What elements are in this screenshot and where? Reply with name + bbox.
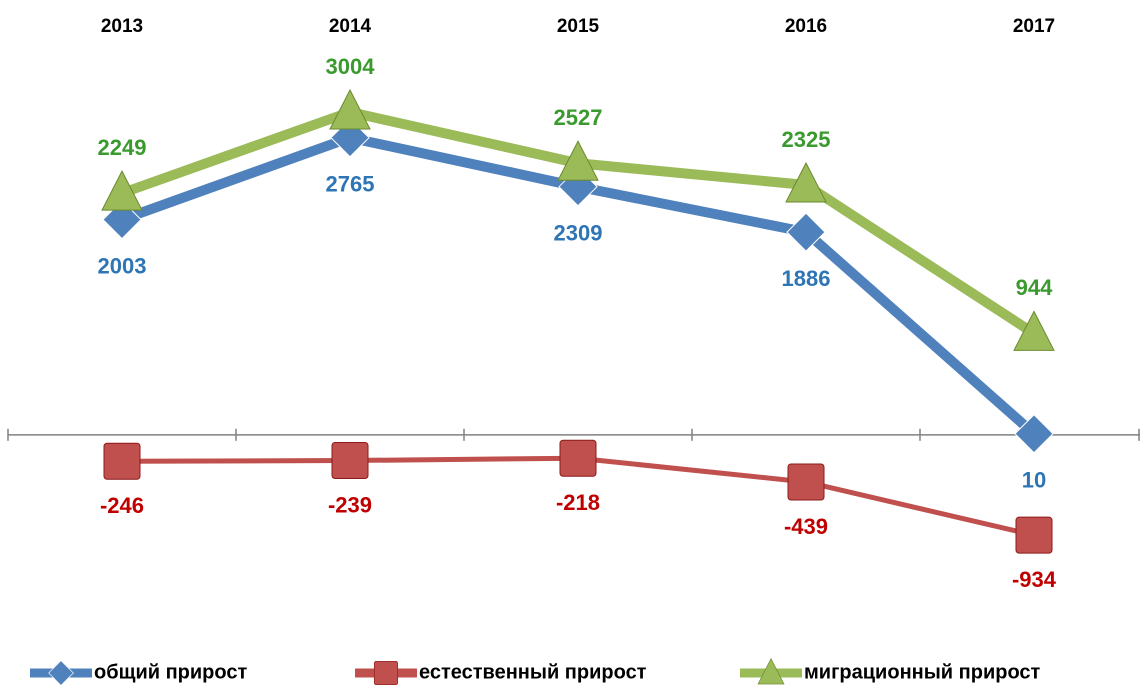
marker [373,660,399,686]
legend-label: миграционный прирост [804,661,1041,683]
data-label: 2003 [98,253,147,278]
data-label: 2325 [782,127,831,152]
data-label: 3004 [326,54,376,79]
data-label: -934 [1012,567,1057,592]
x-tick-label: 2016 [785,16,827,37]
data-label: 944 [1016,275,1053,300]
marker [557,140,599,181]
marker [101,170,143,211]
legend-item: общий прирост [30,660,247,686]
data-label: 1886 [782,266,831,291]
marker [1015,516,1053,554]
marker [330,117,370,158]
marker [785,161,827,203]
marker [559,439,597,477]
data-label: -239 [328,492,372,517]
x-tick-label: 2017 [1013,16,1055,37]
marker [48,660,74,686]
data-label: 2527 [554,105,603,130]
marker [787,463,825,501]
data-label: 2249 [98,135,147,160]
data-label: 2765 [326,172,375,197]
data-label: -439 [784,514,828,539]
legend-label: общий прирост [94,661,247,683]
marker [331,441,369,479]
data-label: -246 [100,493,144,518]
legend-label: естественный прирост [419,661,647,683]
x-tick-label: 2014 [329,16,372,37]
marker [786,212,826,252]
marker [103,442,141,480]
marker [1014,414,1054,454]
legend-item: миграционный прирост [740,657,1041,685]
marker [329,88,371,130]
legend-item: естественный прирост [355,660,647,686]
marker [757,657,785,685]
data-label: -218 [556,490,600,515]
x-tick-label: 2013 [101,16,143,37]
marker [1013,310,1055,351]
x-tick-label: 2015 [557,16,600,37]
data-label: 10 [1022,468,1046,493]
data-label: 2309 [554,221,603,246]
